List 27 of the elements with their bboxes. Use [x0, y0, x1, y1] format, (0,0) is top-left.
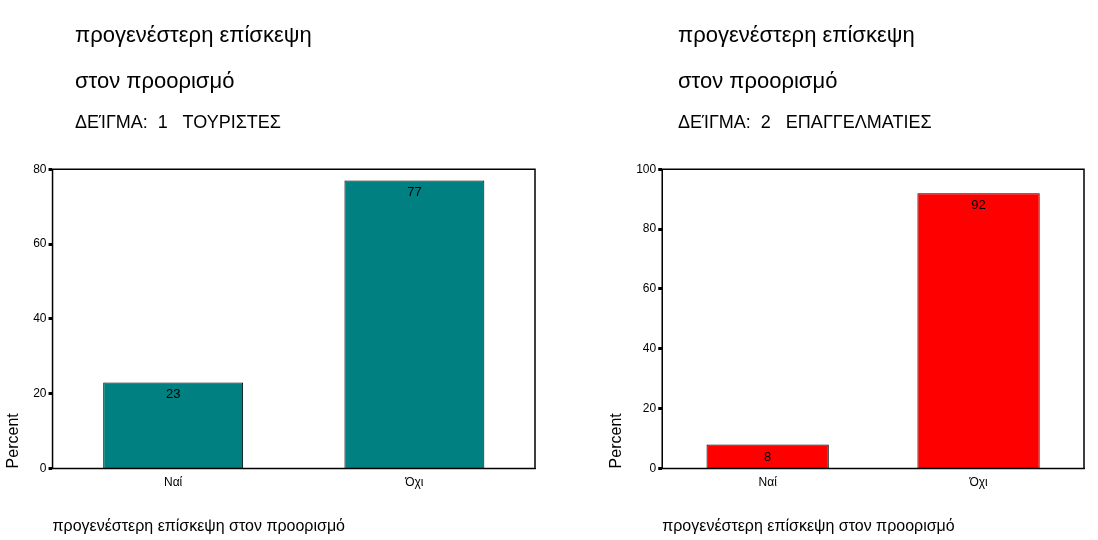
data-label: 8	[764, 448, 772, 464]
y-axis-title: Percent	[4, 412, 22, 469]
x-axis-title: προγενέστερη επίσκεψη στον προορισμό	[52, 516, 346, 534]
chart-subtitle: ΔΕΊΓΜΑ: 2 ΕΠΑΓΓΕΛΜΑΤΙΕΣ	[678, 112, 932, 133]
x-tick-label: Ναί	[758, 474, 778, 489]
data-label: 77	[407, 184, 422, 200]
x-tick-label: Ναί	[164, 474, 183, 489]
x-axis-title: προγενέστερη επίσκεψη στον προορισμό	[662, 516, 955, 534]
y-tick-label: 60	[642, 281, 657, 296]
y-tick-label: 80	[33, 161, 47, 176]
y-tick-label: 20	[33, 385, 47, 400]
data-label: 23	[165, 386, 181, 402]
y-tick-label: 80	[642, 221, 657, 236]
y-tick-label: 0	[39, 460, 47, 475]
chart-subtitle: ΔΕΊΓΜΑ: 1 ΤΟΥΡΙΣΤΕΣ	[75, 112, 281, 133]
y-axis-title: Percent	[607, 412, 625, 469]
y-tick-label: 100	[636, 161, 657, 176]
y-tick-label: 40	[642, 341, 657, 356]
chart-title: προγενέστερη επίσκεψη στον προορισμό	[75, 21, 313, 95]
chart-title: προγενέστερη επίσκεψη στον προορισμό	[678, 21, 916, 95]
x-tick-label: Όχι	[968, 474, 989, 489]
y-tick-label: 40	[33, 311, 47, 326]
data-label: 92	[971, 197, 986, 213]
x-tick-label: Όχι	[404, 474, 424, 489]
y-tick-label: 60	[33, 236, 47, 251]
y-tick-label: 20	[642, 400, 657, 415]
y-tick-label: 0	[649, 460, 657, 475]
